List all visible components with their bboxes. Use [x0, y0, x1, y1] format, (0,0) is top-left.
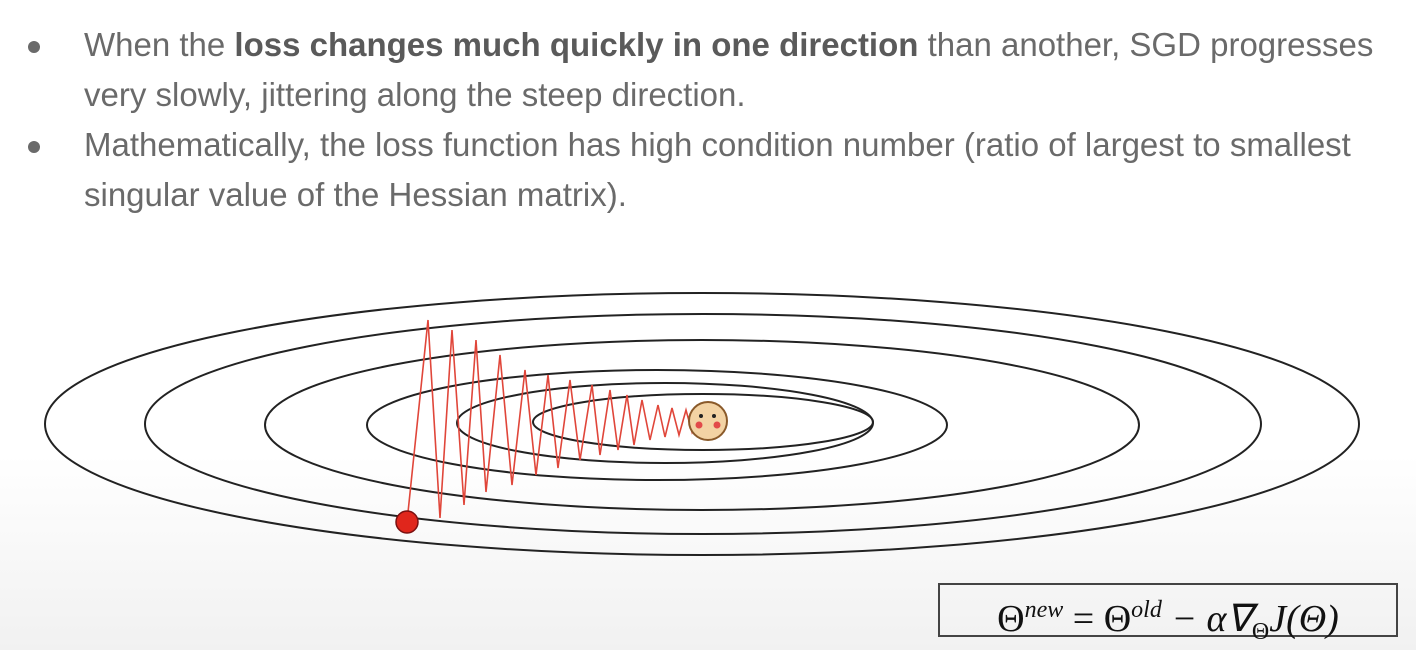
face [688, 401, 728, 441]
contour [264, 339, 1140, 511]
eye [699, 414, 703, 418]
text: Mathematically, the loss function has hi… [84, 126, 1351, 213]
text: than another, SGD progresses very slowly… [84, 26, 1374, 113]
formula-part: = Θ [1072, 598, 1132, 640]
bullet: Mathematically, the loss function has hi… [20, 120, 1390, 220]
contour [366, 369, 948, 481]
cheek [695, 421, 703, 429]
cheek [713, 421, 721, 429]
contour [532, 393, 874, 451]
contour [44, 292, 1360, 556]
minimum-face [688, 401, 728, 441]
bullet-list: When the loss changes much quickly in on… [20, 20, 1390, 220]
formula-sup: new [1024, 597, 1064, 623]
formula-part: J(Θ) [1269, 598, 1339, 640]
formula-sup: old [1131, 597, 1162, 623]
start-point [395, 510, 419, 534]
formula-sub: Θ [1251, 619, 1270, 645]
update-formula: Θnew = Θold − α∇ΘJ(Θ) [938, 583, 1398, 645]
eye [712, 414, 716, 418]
bold-text: loss changes much quickly in one directi… [234, 26, 919, 63]
sgd-path [406, 319, 706, 523]
text: When the [84, 26, 235, 63]
contours [44, 292, 1360, 556]
contour [144, 313, 1262, 535]
bullet: When the loss changes much quickly in on… [20, 20, 1390, 120]
formula-part: Θ [997, 598, 1025, 640]
formula-part: − α∇ [1171, 598, 1252, 640]
